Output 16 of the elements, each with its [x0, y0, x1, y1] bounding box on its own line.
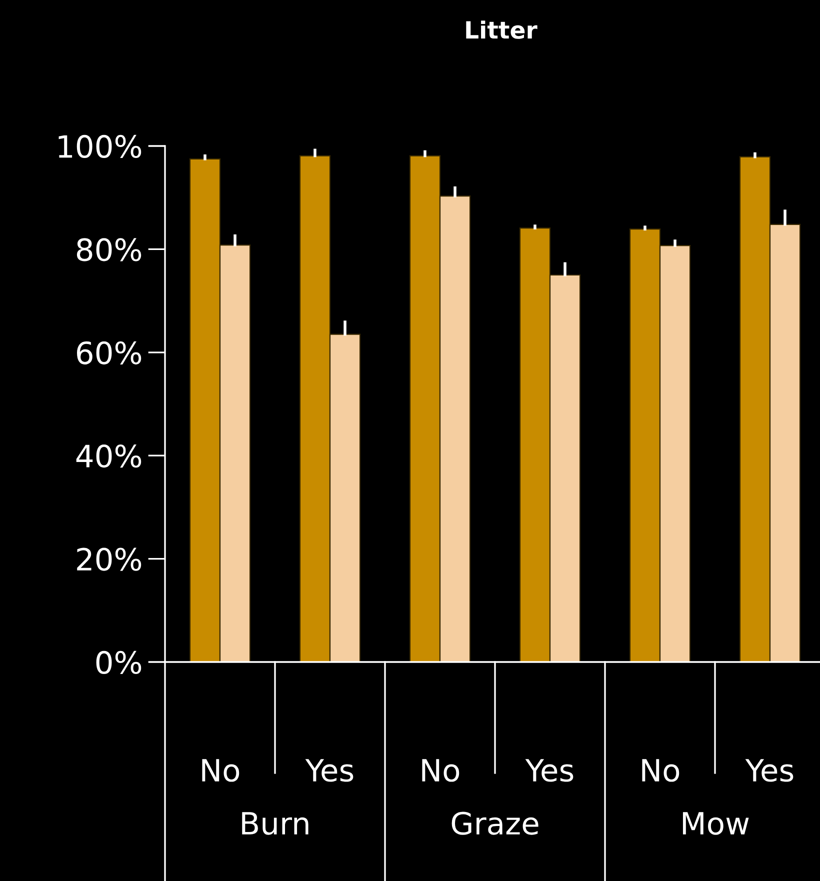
x-tick-label: No	[202, 759, 240, 782]
text: Graze	[452, 812, 538, 835]
y-tick-label: 20%	[77, 548, 142, 571]
chart-title: Litter	[466, 20, 538, 39]
x-tick-label: No	[642, 759, 680, 782]
y-tick-label: 0%	[96, 650, 142, 674]
text: Burn	[242, 812, 308, 835]
y-tick-label: 60%	[76, 341, 142, 364]
x-tick-label: Yes	[305, 759, 354, 782]
y-tick-label: 40%	[76, 444, 142, 468]
text: Mow	[682, 812, 749, 835]
x-tick-label: Yes	[745, 759, 794, 782]
x-tick-label: Yes	[525, 759, 574, 782]
x-tick-label: No	[422, 759, 460, 782]
y-tick-label: 80%	[76, 238, 142, 262]
y-tick-label: 100%	[58, 134, 142, 158]
